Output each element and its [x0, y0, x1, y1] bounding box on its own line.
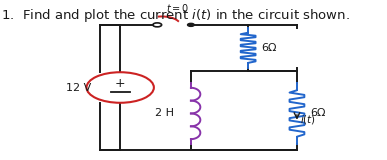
Circle shape: [188, 23, 194, 26]
Text: 2 H: 2 H: [155, 108, 174, 118]
Text: 12 V: 12 V: [66, 83, 92, 92]
Text: +: +: [115, 77, 125, 90]
Text: 1.  Find and plot the current $i(t)$ in the circuit shown.: 1. Find and plot the current $i(t)$ in t…: [1, 7, 349, 24]
Text: 6Ω: 6Ω: [310, 108, 326, 118]
Text: 6Ω: 6Ω: [262, 43, 277, 53]
Text: $i(t)$: $i(t)$: [300, 113, 317, 126]
Text: $t=0$: $t=0$: [166, 2, 189, 14]
